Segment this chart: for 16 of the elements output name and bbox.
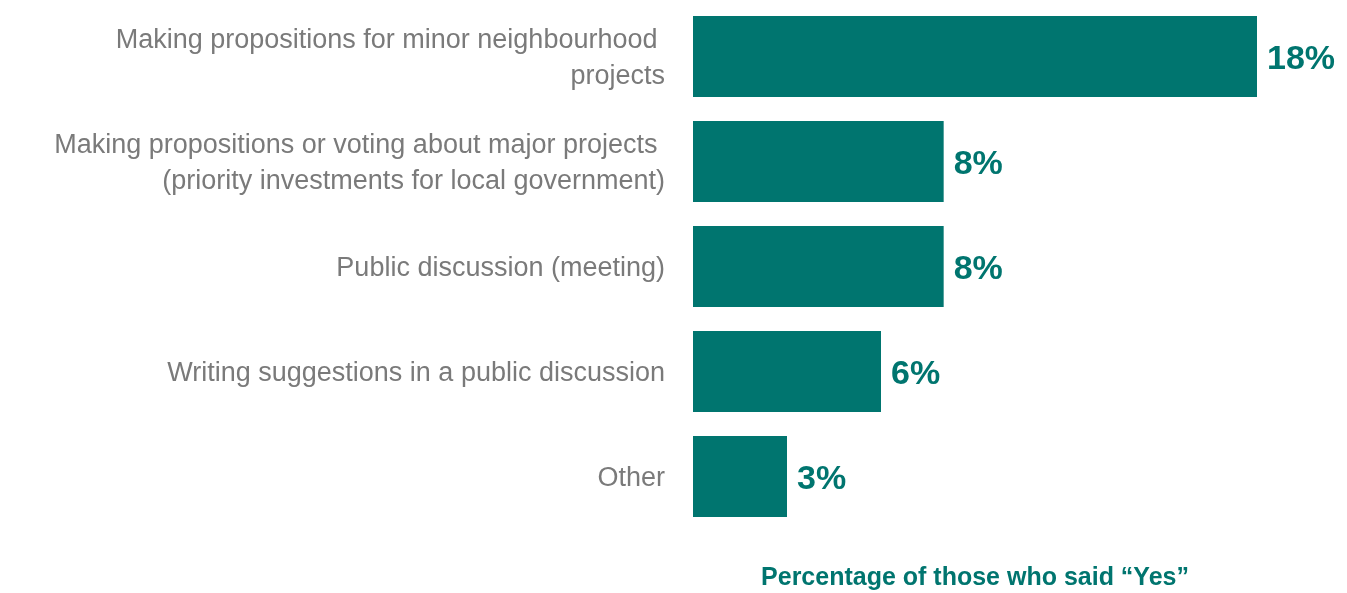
data-label: 8% xyxy=(953,142,1003,181)
data-label: 6% xyxy=(891,352,941,391)
bar xyxy=(693,436,787,517)
bar xyxy=(693,226,944,307)
data-label: 8% xyxy=(953,247,1003,286)
bar xyxy=(693,121,944,202)
y-tick-label: Making propositions or voting about major projects (priority investments for local government) xyxy=(54,128,665,195)
data-label: 18% xyxy=(1267,37,1336,76)
y-tick-label: Other xyxy=(597,461,665,492)
y-tick-label: Making propositions for minor neighbourhood projects xyxy=(115,23,665,90)
data-label: 3% xyxy=(797,457,847,496)
bar xyxy=(693,16,1257,97)
bar xyxy=(693,331,881,412)
x-axis-title: Percentage of those who said “Yes” xyxy=(761,561,1189,590)
y-tick-label: Writing suggestions in a public discussion xyxy=(167,356,665,387)
y-tick-label: Public discussion (meeting) xyxy=(336,251,665,282)
